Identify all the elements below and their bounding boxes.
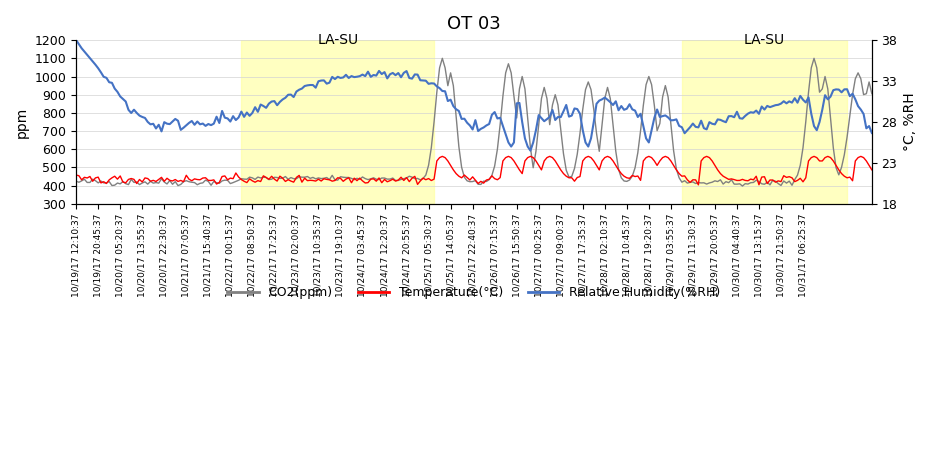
Bar: [241, 40, 434, 204]
Legend: CO2(ppm), Temperature(°C), Relative Humidity(%RH): CO2(ppm), Temperature(°C), Relative Humi…: [223, 281, 726, 304]
Title: OT 03: OT 03: [447, 15, 500, 33]
Bar: [682, 40, 847, 204]
Y-axis label: °C, %RH: °C, %RH: [903, 93, 917, 151]
Y-axis label: ppm: ppm: [15, 106, 29, 138]
Text: LA-SU: LA-SU: [317, 34, 358, 47]
Text: LA-SU: LA-SU: [744, 34, 785, 47]
